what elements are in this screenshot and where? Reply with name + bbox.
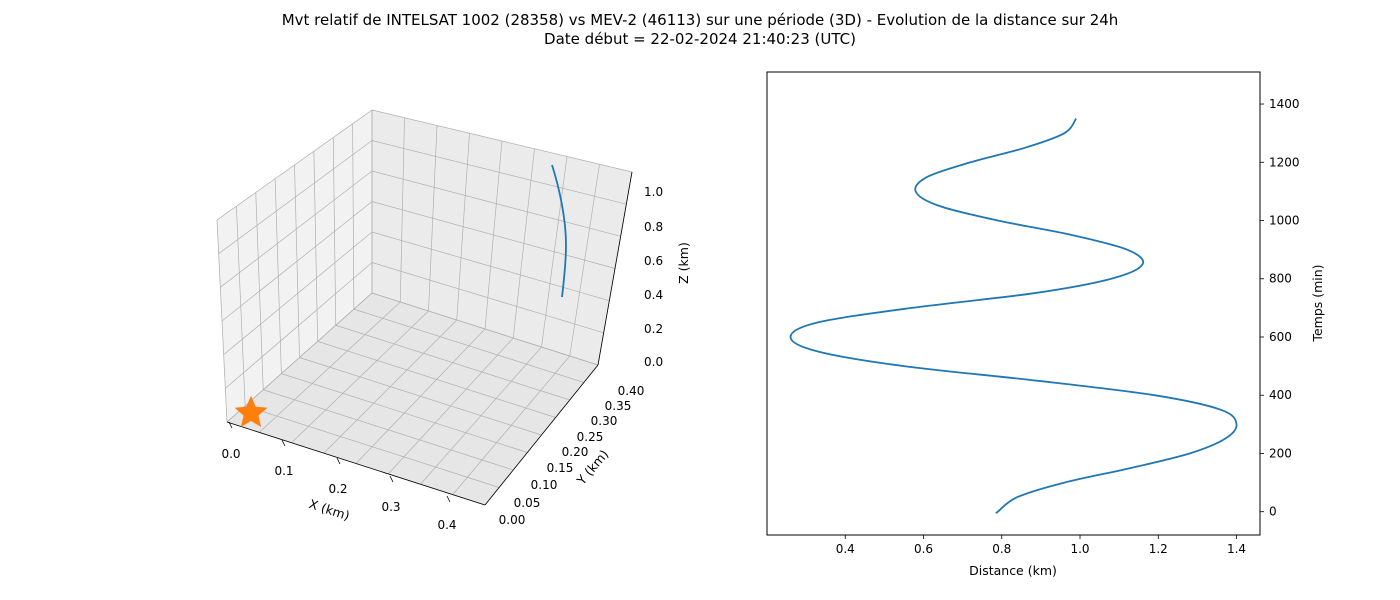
y-tick-label: 200 [1269,446,1292,460]
ticks-3d [226,171,633,506]
grid-line [371,140,627,205]
x-tick-label: 0.1 [274,464,293,478]
grid-line [317,341,556,418]
origin-star-marker [234,395,268,428]
x-axis-line [226,421,486,506]
x-tick-label: 0.0 [221,447,240,461]
x-tick-label: 0.4 [836,542,855,556]
y-tick-label: 400 [1269,388,1292,402]
grid-line [263,389,514,471]
plot-3d: 0.0 0.1 0.2 0.3 0.4 X (km) 0.00 0.05 0.1… [216,109,691,532]
plot-2d-frame [766,71,1261,536]
grid-line [223,231,373,355]
grid-line [371,262,604,334]
x-tick-label: 1.4 [1227,542,1246,556]
relative-motion-curve [551,164,567,298]
distance-curve [789,118,1238,514]
grid-line [221,201,373,322]
grid-line [218,140,373,254]
z-tick-label: 0.4 [644,288,663,302]
y-tick-label: 800 [1269,272,1292,286]
x-axis-label-2d: Distance (km) [969,563,1057,578]
y-tick-label: 0.00 [499,513,526,527]
y-tick-label: 0.20 [562,445,589,459]
x-tick-label: 0.6 [914,542,933,556]
y-tick-label: 0.35 [605,399,632,413]
x-tick-label: 0.4 [437,518,456,532]
y-axis-line [484,364,599,506]
grid-line [371,109,633,173]
figure-title-line2: Date début = 22-02-2024 21:40:23 (UTC) [544,30,856,48]
x-tick-mark [336,457,341,465]
x-axis-label: X (km) [307,496,351,523]
grid-line [245,405,500,488]
grid-line [335,324,570,401]
y-axis-label-2d: Temps (min) [1310,264,1325,342]
y-tick-label: 0.30 [591,414,618,428]
grid-line [220,170,373,288]
z-axis-3d: 0.0 0.2 0.4 0.6 0.8 1.0 Z (km) [644,185,691,369]
grid-3d [216,109,633,506]
y-tick-label: 0.25 [577,430,604,444]
grid-line [371,292,599,366]
x-tick-label: 0.8 [992,542,1011,556]
grid-line [353,308,584,383]
z-tick-label: 0.0 [644,355,663,369]
x-tick-label: 0.3 [381,500,400,514]
plot-2d: 0.4 0.6 0.8 1.0 1.2 1.4 0 200 400 600 800 1000 1200… [766,71,1325,578]
grid-line [371,201,616,269]
y-tick-label: 0.05 [514,496,541,510]
y-tick-label: 0.15 [547,461,574,475]
grid-line [371,231,610,302]
y-tick-label: 0.40 [618,384,645,398]
z-tick-label: 0.8 [644,220,663,234]
z-tick-label: 1.0 [644,185,663,199]
x-tick-label: 0.2 [328,482,347,496]
z-tick-label: 0.2 [644,322,663,336]
grid-line [281,373,528,453]
y-tick-label: 1200 [1269,155,1300,169]
y-tick-label: 600 [1269,330,1292,344]
grid-line [225,262,373,389]
z-axis-label: Z (km) [676,242,691,284]
x-tick-label: 1.0 [1070,542,1089,556]
z-tick-label: 0.6 [644,254,663,268]
x-tick-mark [446,495,451,503]
x-tick-mark [389,475,394,483]
figure-title-line1: Mvt relatif de INTELSAT 1002 (28358) vs … [282,11,1119,29]
grid-line [371,170,621,237]
z-axis-line [597,171,633,366]
grid-line [299,357,542,436]
y-tick-label: 0.10 [531,478,558,492]
x-axis-2d: 0.4 0.6 0.8 1.0 1.2 1.4 [836,535,1246,556]
y-axis-2d: 0 200 400 600 800 1000 1200 1400 [1260,97,1300,519]
y-tick-label: 1000 [1269,214,1300,228]
x-tick-mark [281,439,286,447]
y-tick-label: 1400 [1269,97,1300,111]
y-tick-label: 0 [1269,505,1277,519]
grid-line [216,109,373,221]
x-tick-label: 1.2 [1149,542,1168,556]
